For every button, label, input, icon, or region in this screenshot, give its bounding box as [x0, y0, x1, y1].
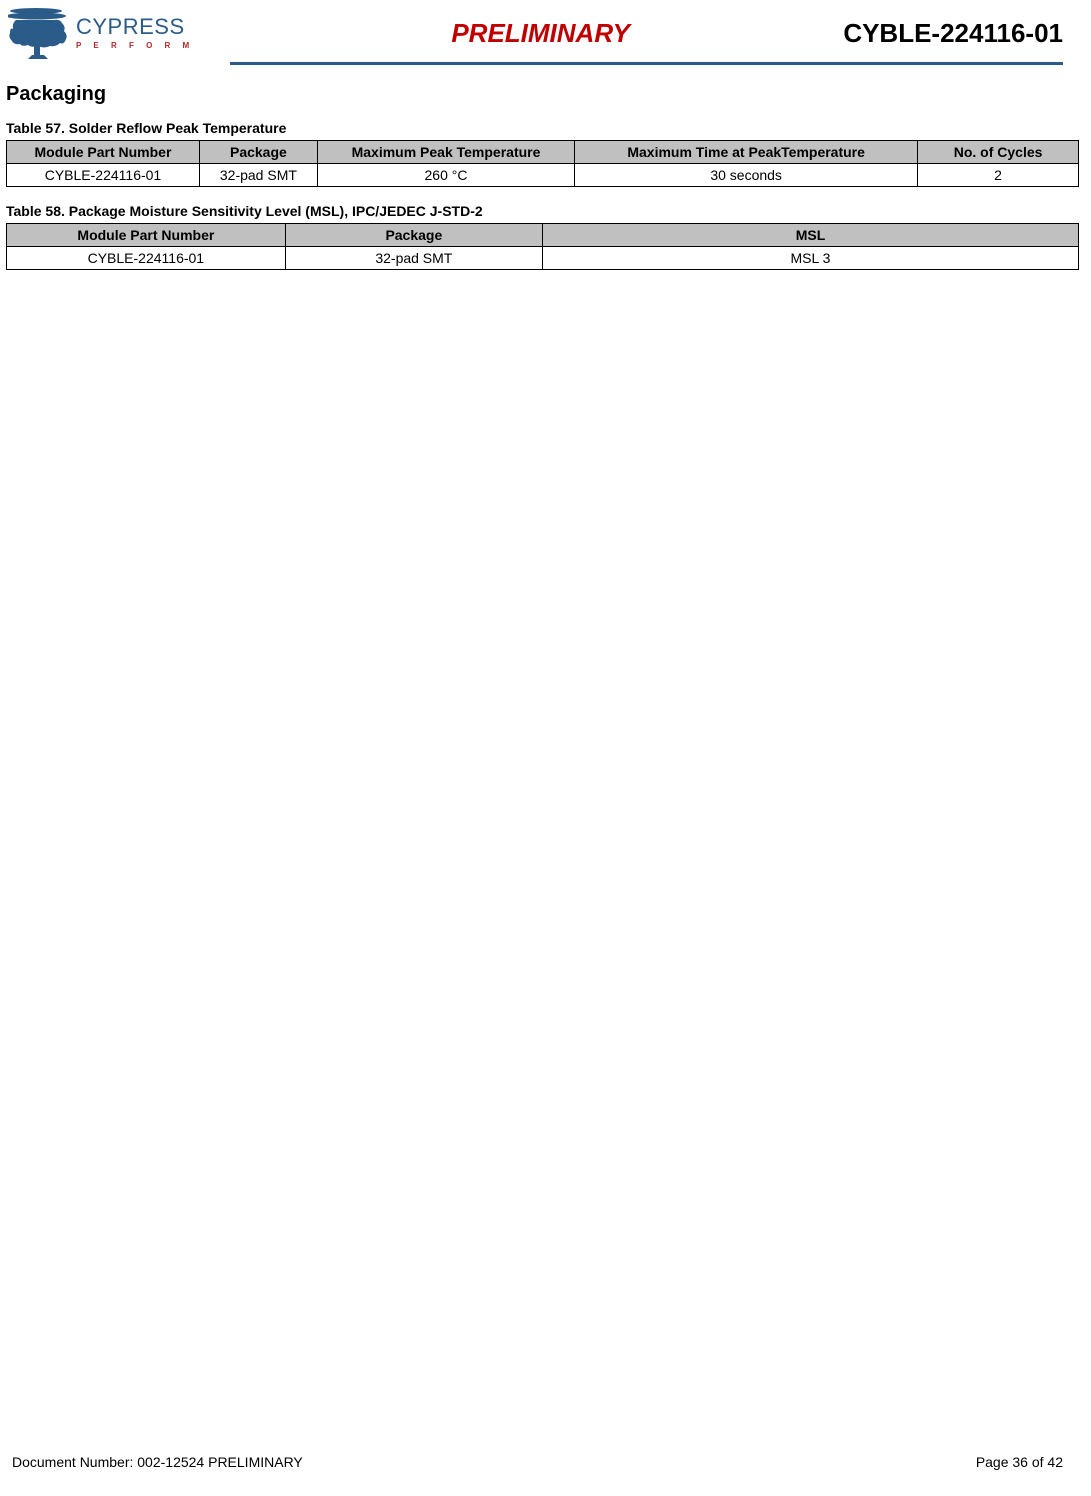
section-heading: Packaging — [6, 83, 1079, 106]
tree-icon — [8, 7, 70, 59]
company-tagline: P E R F O R M — [76, 41, 194, 50]
col-header: Maximum Time at PeakTemperature — [575, 141, 918, 164]
col-header: Package — [199, 141, 317, 164]
table-cell: 30 seconds — [575, 164, 918, 187]
table57-caption: Table 57. Solder Reflow Peak Temperature — [6, 120, 1079, 136]
table-cell: 2 — [918, 164, 1079, 187]
table-solder-reflow: Module Part Number Package Maximum Peak … — [6, 140, 1079, 187]
table-cell: CYBLE-224116-01 — [7, 247, 286, 270]
table-cell: 32-pad SMT — [199, 164, 317, 187]
company-logo: CYPRESS P E R F O R M — [8, 7, 238, 59]
col-header: Maximum Peak Temperature — [317, 141, 574, 164]
document-number: Document Number: 002-12524 PRELIMINARY — [12, 1454, 303, 1470]
table-cell: CYBLE-224116-01 — [7, 164, 200, 187]
logo-text: CYPRESS P E R F O R M — [76, 16, 194, 50]
table-row: CYBLE-224116-01 32-pad SMT 260 °C 30 sec… — [7, 164, 1079, 187]
part-number-title: CYBLE-224116-01 — [843, 18, 1063, 49]
page-footer: Document Number: 002-12524 PRELIMINARY P… — [12, 1454, 1063, 1470]
col-header: Package — [285, 224, 542, 247]
col-header: Module Part Number — [7, 224, 286, 247]
page-number: Page 36 of 42 — [976, 1454, 1063, 1470]
table-row: CYBLE-224116-01 32-pad SMT MSL 3 — [7, 247, 1079, 270]
table-header-row: Module Part Number Package MSL — [7, 224, 1079, 247]
table-cell: 32-pad SMT — [285, 247, 542, 270]
preliminary-label: PRELIMINARY — [451, 18, 630, 48]
table-cell: 260 °C — [317, 164, 574, 187]
table-header-row: Module Part Number Package Maximum Peak … — [7, 141, 1079, 164]
table-msl: Module Part Number Package MSL CYBLE-224… — [6, 223, 1079, 270]
col-header: MSL — [542, 224, 1078, 247]
header-status: PRELIMINARY — [238, 18, 843, 49]
table58-caption: Table 58. Package Moisture Sensitivity L… — [6, 203, 1079, 219]
page-header: CYPRESS P E R F O R M PRELIMINARY CYBLE-… — [0, 0, 1091, 62]
col-header: No. of Cycles — [918, 141, 1079, 164]
company-name: CYPRESS — [76, 16, 194, 38]
table-cell: MSL 3 — [542, 247, 1078, 270]
page-content: Packaging Table 57. Solder Reflow Peak T… — [0, 65, 1091, 270]
col-header: Module Part Number — [7, 141, 200, 164]
